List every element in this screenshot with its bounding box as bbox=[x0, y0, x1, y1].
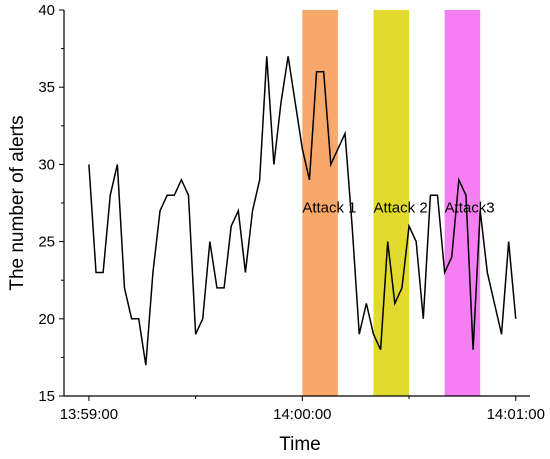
x-tick-label: 14:00:00 bbox=[273, 406, 331, 423]
alerts-line bbox=[88, 56, 517, 366]
y-axis-title: The number of alerts bbox=[7, 115, 28, 290]
attack-band-2 bbox=[373, 10, 410, 396]
attack-label-1: Attack 1 bbox=[302, 200, 356, 217]
y-tick-label: 15 bbox=[38, 388, 55, 405]
y-tick-label: 35 bbox=[38, 79, 55, 96]
y-tick-label: 30 bbox=[38, 156, 55, 173]
attack-label-2: Attack 2 bbox=[373, 200, 427, 217]
attack-label-3: Attack3 bbox=[445, 200, 495, 217]
x-tick-label: 13:59:00 bbox=[60, 406, 118, 423]
series-line-1 bbox=[88, 56, 517, 366]
axes: 15 20 25 30 35 40 13:59:00 14:00:00 14:01:00 bbox=[38, 2, 545, 423]
y-tick-label: 40 bbox=[38, 2, 55, 19]
attack-bands bbox=[302, 10, 481, 396]
y-tick-label: 25 bbox=[38, 234, 55, 251]
y-tick-label: 20 bbox=[38, 311, 55, 328]
x-tick-label: 14:01:00 bbox=[487, 406, 545, 423]
attack-band-1 bbox=[302, 10, 338, 396]
attack-annotations: Attack 1 Attack 2 Attack3 bbox=[302, 200, 494, 217]
x-axis-title: Time bbox=[279, 434, 321, 455]
